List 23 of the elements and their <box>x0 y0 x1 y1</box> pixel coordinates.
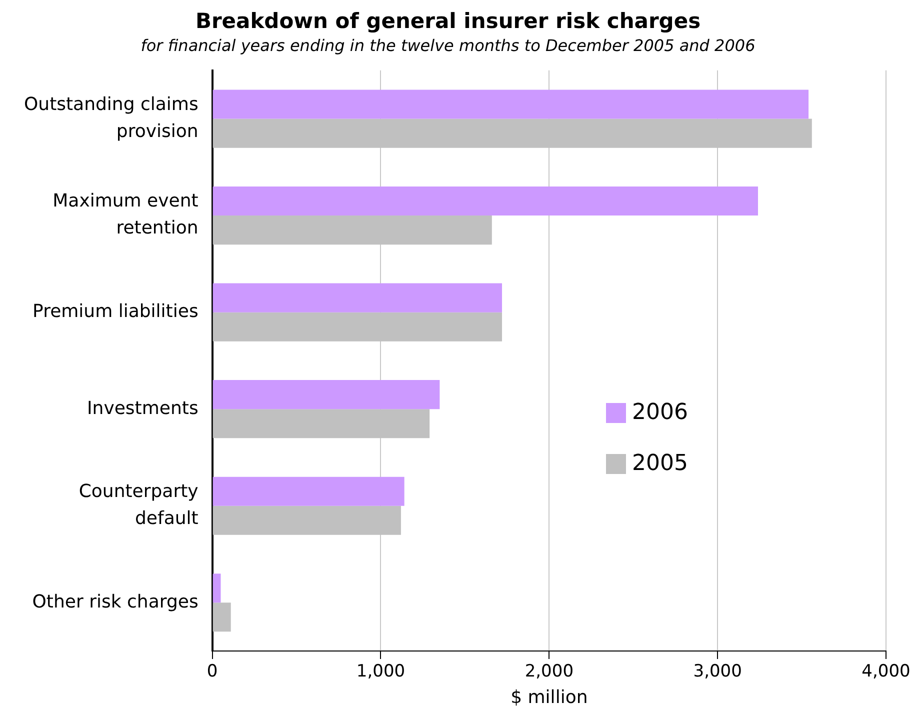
x-tick-label: 3,000 <box>693 662 742 682</box>
legend-label: 2005 <box>632 451 688 476</box>
bar <box>212 90 809 119</box>
bar <box>212 574 221 603</box>
x-axis-title: $ million <box>510 686 588 708</box>
y-tick-label: Maximum event retention <box>52 190 198 239</box>
legend-label: 2006 <box>632 400 688 425</box>
bar <box>212 380 440 410</box>
x-tick-label: 0 <box>206 662 218 682</box>
x-tick-label: 4,000 <box>862 662 910 682</box>
chart-subtitle: for financial years ending in the twelve months to December 2005 and 2006 <box>140 36 756 55</box>
chart-title: Breakdown of general insurer risk charges <box>195 9 701 34</box>
y-tick-label: Counterparty default <box>78 481 199 530</box>
y-tick-label: Investments <box>86 398 198 419</box>
bar <box>212 186 758 216</box>
bar <box>212 283 502 312</box>
bar <box>212 602 231 632</box>
y-tick-label: Premium liabilities <box>32 300 198 322</box>
bar <box>212 476 404 506</box>
x-tick-label: 2,000 <box>524 662 574 682</box>
y-tick-label: Outstanding claims provision <box>24 94 198 142</box>
y-tick-label: Other risk charges <box>32 591 198 612</box>
x-tick-label: 1,000 <box>356 662 406 682</box>
